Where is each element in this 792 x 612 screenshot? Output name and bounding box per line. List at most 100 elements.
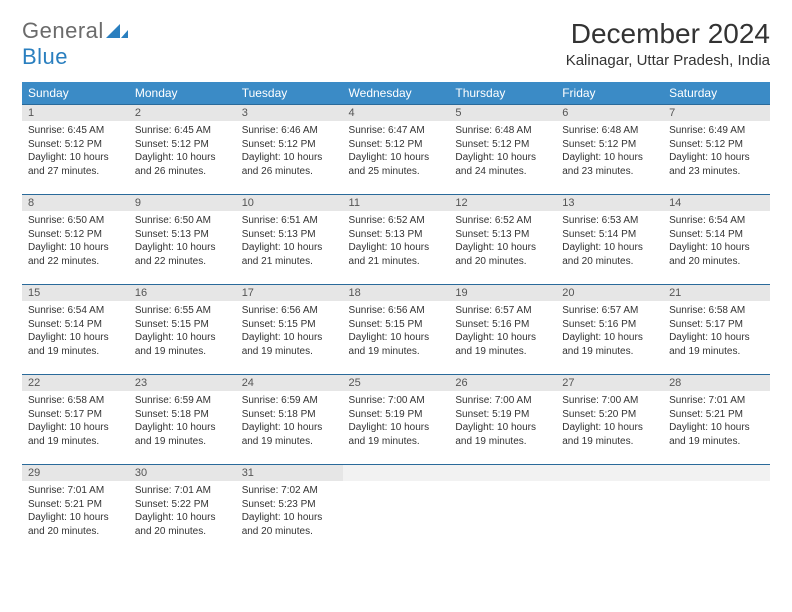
day-number: 19: [449, 285, 556, 301]
calendar-day-cell: 13Sunrise: 6:53 AMSunset: 5:14 PMDayligh…: [556, 195, 663, 285]
calendar-day-cell: [343, 465, 450, 555]
calendar-day-cell: 22Sunrise: 6:58 AMSunset: 5:17 PMDayligh…: [22, 375, 129, 465]
day-number: 13: [556, 195, 663, 211]
day-number: 18: [343, 285, 450, 301]
calendar-day-cell: 31Sunrise: 7:02 AMSunset: 5:23 PMDayligh…: [236, 465, 343, 555]
day-number: 12: [449, 195, 556, 211]
day-number: 8: [22, 195, 129, 211]
day-details: Sunrise: 6:55 AMSunset: 5:15 PMDaylight:…: [129, 301, 236, 364]
day-number: 10: [236, 195, 343, 211]
calendar-day-cell: [449, 465, 556, 555]
calendar-day-cell: 16Sunrise: 6:55 AMSunset: 5:15 PMDayligh…: [129, 285, 236, 375]
day-number: 4: [343, 105, 450, 121]
day-number: 27: [556, 375, 663, 391]
day-details: Sunrise: 6:47 AMSunset: 5:12 PMDaylight:…: [343, 121, 450, 184]
calendar-day-cell: 18Sunrise: 6:56 AMSunset: 5:15 PMDayligh…: [343, 285, 450, 375]
day-details: Sunrise: 7:02 AMSunset: 5:23 PMDaylight:…: [236, 481, 343, 544]
calendar-day-cell: 20Sunrise: 6:57 AMSunset: 5:16 PMDayligh…: [556, 285, 663, 375]
calendar-week-row: 22Sunrise: 6:58 AMSunset: 5:17 PMDayligh…: [22, 375, 770, 465]
day-details: Sunrise: 6:52 AMSunset: 5:13 PMDaylight:…: [449, 211, 556, 274]
calendar-day-cell: 5Sunrise: 6:48 AMSunset: 5:12 PMDaylight…: [449, 105, 556, 195]
weekday-header: Tuesday: [236, 82, 343, 105]
day-details: Sunrise: 6:45 AMSunset: 5:12 PMDaylight:…: [22, 121, 129, 184]
calendar-day-cell: 29Sunrise: 7:01 AMSunset: 5:21 PMDayligh…: [22, 465, 129, 555]
calendar-day-cell: 28Sunrise: 7:01 AMSunset: 5:21 PMDayligh…: [663, 375, 770, 465]
day-details: Sunrise: 6:53 AMSunset: 5:14 PMDaylight:…: [556, 211, 663, 274]
day-details: Sunrise: 6:59 AMSunset: 5:18 PMDaylight:…: [129, 391, 236, 454]
day-number: 15: [22, 285, 129, 301]
calendar-day-cell: 4Sunrise: 6:47 AMSunset: 5:12 PMDaylight…: [343, 105, 450, 195]
day-number: 26: [449, 375, 556, 391]
calendar-day-cell: 17Sunrise: 6:56 AMSunset: 5:15 PMDayligh…: [236, 285, 343, 375]
calendar-day-cell: 25Sunrise: 7:00 AMSunset: 5:19 PMDayligh…: [343, 375, 450, 465]
calendar-day-cell: 8Sunrise: 6:50 AMSunset: 5:12 PMDaylight…: [22, 195, 129, 285]
day-details: Sunrise: 7:00 AMSunset: 5:19 PMDaylight:…: [449, 391, 556, 454]
weekday-header: Thursday: [449, 82, 556, 105]
weekday-header: Saturday: [663, 82, 770, 105]
brand-text: General Blue: [22, 18, 128, 70]
calendar-day-cell: 27Sunrise: 7:00 AMSunset: 5:20 PMDayligh…: [556, 375, 663, 465]
calendar-week-row: 8Sunrise: 6:50 AMSunset: 5:12 PMDaylight…: [22, 195, 770, 285]
day-number: 3: [236, 105, 343, 121]
day-number: 5: [449, 105, 556, 121]
day-details: Sunrise: 6:57 AMSunset: 5:16 PMDaylight:…: [449, 301, 556, 364]
day-number: 20: [556, 285, 663, 301]
calendar-day-cell: 10Sunrise: 6:51 AMSunset: 5:13 PMDayligh…: [236, 195, 343, 285]
day-number: 1: [22, 105, 129, 121]
calendar-day-cell: 1Sunrise: 6:45 AMSunset: 5:12 PMDaylight…: [22, 105, 129, 195]
day-details: Sunrise: 6:48 AMSunset: 5:12 PMDaylight:…: [449, 121, 556, 184]
calendar-day-cell: 9Sunrise: 6:50 AMSunset: 5:13 PMDaylight…: [129, 195, 236, 285]
brand-logo: General Blue: [22, 18, 128, 70]
day-details: Sunrise: 6:54 AMSunset: 5:14 PMDaylight:…: [22, 301, 129, 364]
day-details: Sunrise: 7:01 AMSunset: 5:22 PMDaylight:…: [129, 481, 236, 544]
day-details: Sunrise: 6:56 AMSunset: 5:15 PMDaylight:…: [343, 301, 450, 364]
day-number-empty: [343, 465, 450, 481]
weekday-header: Friday: [556, 82, 663, 105]
day-number: 21: [663, 285, 770, 301]
calendar-day-cell: [556, 465, 663, 555]
month-title: December 2024: [566, 18, 770, 50]
day-number: 22: [22, 375, 129, 391]
day-number: 9: [129, 195, 236, 211]
day-number: 30: [129, 465, 236, 481]
calendar-day-cell: 14Sunrise: 6:54 AMSunset: 5:14 PMDayligh…: [663, 195, 770, 285]
day-number: 11: [343, 195, 450, 211]
calendar-day-cell: 11Sunrise: 6:52 AMSunset: 5:13 PMDayligh…: [343, 195, 450, 285]
weekday-header: Wednesday: [343, 82, 450, 105]
day-details: Sunrise: 7:00 AMSunset: 5:20 PMDaylight:…: [556, 391, 663, 454]
day-number: 14: [663, 195, 770, 211]
calendar-week-row: 1Sunrise: 6:45 AMSunset: 5:12 PMDaylight…: [22, 105, 770, 195]
day-details: Sunrise: 6:50 AMSunset: 5:13 PMDaylight:…: [129, 211, 236, 274]
day-details: Sunrise: 6:59 AMSunset: 5:18 PMDaylight:…: [236, 391, 343, 454]
day-number: 29: [22, 465, 129, 481]
day-number-empty: [663, 465, 770, 481]
brand-sail-icon: [106, 24, 128, 38]
brand-part1: General: [22, 18, 104, 43]
day-number: 17: [236, 285, 343, 301]
day-number: 28: [663, 375, 770, 391]
calendar-day-cell: 24Sunrise: 6:59 AMSunset: 5:18 PMDayligh…: [236, 375, 343, 465]
day-number: 24: [236, 375, 343, 391]
calendar-table: SundayMondayTuesdayWednesdayThursdayFrid…: [22, 82, 770, 555]
calendar-day-cell: [663, 465, 770, 555]
day-details: Sunrise: 7:01 AMSunset: 5:21 PMDaylight:…: [22, 481, 129, 544]
day-details: Sunrise: 6:45 AMSunset: 5:12 PMDaylight:…: [129, 121, 236, 184]
day-number: 7: [663, 105, 770, 121]
day-details: Sunrise: 7:00 AMSunset: 5:19 PMDaylight:…: [343, 391, 450, 454]
day-details: Sunrise: 6:46 AMSunset: 5:12 PMDaylight:…: [236, 121, 343, 184]
day-details: Sunrise: 6:54 AMSunset: 5:14 PMDaylight:…: [663, 211, 770, 274]
calendar-day-cell: 15Sunrise: 6:54 AMSunset: 5:14 PMDayligh…: [22, 285, 129, 375]
calendar-week-row: 29Sunrise: 7:01 AMSunset: 5:21 PMDayligh…: [22, 465, 770, 555]
day-details: Sunrise: 6:56 AMSunset: 5:15 PMDaylight:…: [236, 301, 343, 364]
day-details: Sunrise: 6:49 AMSunset: 5:12 PMDaylight:…: [663, 121, 770, 184]
day-details: Sunrise: 6:48 AMSunset: 5:12 PMDaylight:…: [556, 121, 663, 184]
location-subtitle: Kalinagar, Uttar Pradesh, India: [566, 52, 770, 69]
day-number: 6: [556, 105, 663, 121]
calendar-day-cell: 30Sunrise: 7:01 AMSunset: 5:22 PMDayligh…: [129, 465, 236, 555]
brand-part2: Blue: [22, 44, 68, 69]
calendar-day-cell: 26Sunrise: 7:00 AMSunset: 5:19 PMDayligh…: [449, 375, 556, 465]
calendar-day-cell: 2Sunrise: 6:45 AMSunset: 5:12 PMDaylight…: [129, 105, 236, 195]
day-details: Sunrise: 6:58 AMSunset: 5:17 PMDaylight:…: [22, 391, 129, 454]
calendar-day-cell: 19Sunrise: 6:57 AMSunset: 5:16 PMDayligh…: [449, 285, 556, 375]
day-number: 2: [129, 105, 236, 121]
